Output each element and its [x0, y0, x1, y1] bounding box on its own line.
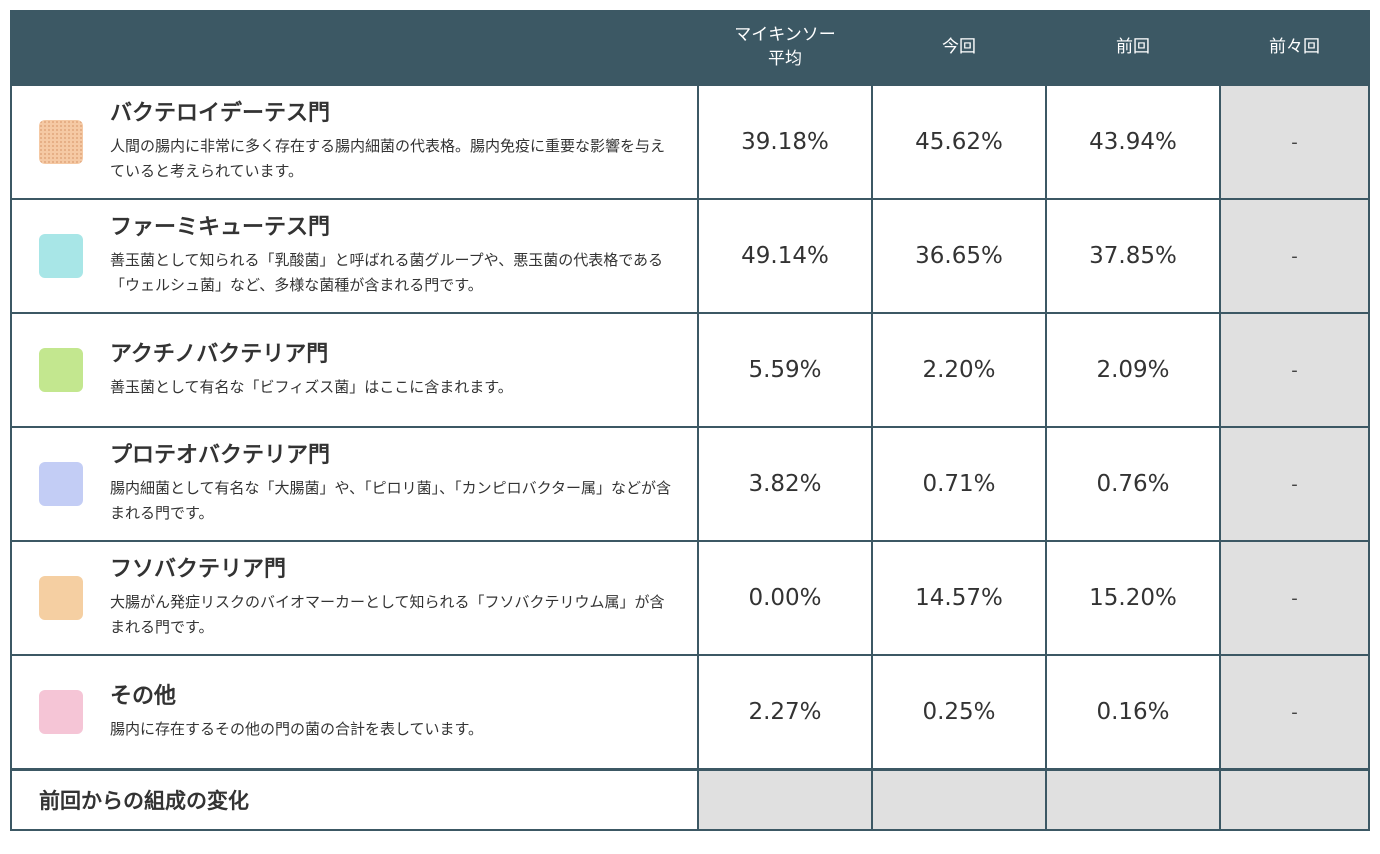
- previous-value: 2.09%: [1045, 312, 1221, 428]
- color-swatch: [39, 462, 83, 506]
- color-swatch: [39, 234, 83, 278]
- current-value: 0.71%: [871, 426, 1047, 542]
- previous-value: 0.16%: [1045, 654, 1221, 771]
- phylum-name: プロテオバクテリア門: [110, 443, 331, 468]
- average-value: 49.14%: [697, 198, 873, 314]
- header-before-previous: 前々回: [1219, 10, 1370, 85]
- before-previous-value: -: [1219, 84, 1370, 200]
- phylum-composition-table: マイキンソー 平均 今回 前回 前々回 バクテロイデーテス門人間の腸内に非常に多…: [10, 10, 1370, 831]
- current-value: 2.20%: [871, 312, 1047, 428]
- header-average: マイキンソー 平均: [697, 10, 873, 85]
- table-header: マイキンソー 平均 今回 前回 前々回: [10, 10, 1370, 85]
- phylum-name-block: フソバクテリア門大腸がん発症リスクのバイオマーカーとして知られる「フソバクテリウ…: [12, 542, 697, 654]
- before-previous-value: -: [1219, 312, 1370, 428]
- footer-previous-cell: [1045, 768, 1221, 831]
- phylum-description: 善玉菌として有名な「ビフィズス菌」はここに含まれます。: [110, 377, 513, 396]
- phylum-text: プロテオバクテリア門腸内細菌として有名な「大腸菌」や、「ピロリ菌」、「カンピロバ…: [110, 442, 697, 526]
- current-value: 45.62%: [871, 84, 1047, 200]
- before-previous-value: -: [1219, 426, 1370, 542]
- footer-label-cell: 前回からの組成の変化: [10, 768, 699, 831]
- phylum-name-cell: アクチノバクテリア門善玉菌として有名な「ビフィズス菌」はここに含まれます。: [10, 312, 699, 428]
- phylum-name-block: バクテロイデーテス門人間の腸内に非常に多く存在する腸内細菌の代表格。腸内免疫に重…: [12, 86, 697, 198]
- average-value: 5.59%: [697, 312, 873, 428]
- footer-row: 前回からの組成の変化: [10, 768, 1370, 831]
- previous-value: 15.20%: [1045, 540, 1221, 656]
- phylum-name: アクチノバクテリア門: [110, 341, 329, 367]
- table-row: アクチノバクテリア門 善玉菌として有名な「ビフィズス菌」はここに含まれます。 5.5…: [10, 312, 1370, 428]
- phylum-name-cell: その他腸内に存在するその他の門の菌の合計を表しています。: [10, 654, 699, 771]
- before-previous-value: -: [1219, 198, 1370, 314]
- header-name: [10, 10, 699, 85]
- phylum-description: 大腸がん発症リスクのバイオマーカーとして知られる「フソバクテリウム属」が含まれる…: [110, 593, 665, 636]
- previous-value: 43.94%: [1045, 84, 1221, 200]
- composition-table-container: マイキンソー 平均 今回 前回 前々回 バクテロイデーテス門人間の腸内に非常に多…: [10, 10, 1370, 831]
- table-row: ファーミキューテス門善玉菌として知られる「乳酸菌」と呼ばれる菌グループや、悪玉菌…: [10, 198, 1370, 314]
- header-row: マイキンソー 平均 今回 前回 前々回: [10, 10, 1370, 85]
- average-value: 39.18%: [697, 84, 873, 200]
- average-value: 3.82%: [697, 426, 873, 542]
- footer-average-cell: [697, 768, 873, 831]
- header-current: 今回: [871, 10, 1047, 85]
- before-previous-value: -: [1219, 654, 1370, 771]
- phylum-text: その他腸内に存在するその他の門の菌の合計を表しています。: [110, 683, 697, 742]
- phylum-name: フソバクテリア門: [110, 557, 287, 582]
- phylum-text: アクチノバクテリア門善玉菌として有名な「ビフィズス菌」はここに含まれます。: [110, 341, 697, 400]
- header-average-line2: 平均: [768, 49, 802, 69]
- header-previous: 前回: [1045, 10, 1221, 85]
- phylum-name-block: プロテオバクテリア門腸内細菌として有名な「大腸菌」や、「ピロリ菌」、「カンピロバ…: [12, 428, 697, 540]
- phylum-name-block: その他腸内に存在するその他の門の菌の合計を表しています。: [12, 656, 697, 768]
- table-row: バクテロイデーテス門人間の腸内に非常に多く存在する腸内細菌の代表格。腸内免疫に重…: [10, 84, 1370, 200]
- phylum-description: 腸内に存在するその他の門の菌の合計を表しています。: [110, 719, 484, 738]
- footer-before-previous-cell: [1219, 768, 1370, 831]
- average-value: 0.00%: [697, 540, 873, 656]
- phylum-name-block: ファーミキューテス門善玉菌として知られる「乳酸菌」と呼ばれる菌グループや、悪玉菌…: [12, 200, 697, 312]
- before-previous-value: -: [1219, 540, 1370, 656]
- phylum-description: 人間の腸内に非常に多く存在する腸内細菌の代表格。腸内免疫に重要な影響を与えている…: [110, 137, 666, 180]
- phylum-name-cell: ファーミキューテス門善玉菌として知られる「乳酸菌」と呼ばれる菌グループや、悪玉菌…: [10, 198, 699, 314]
- phylum-description: 善玉菌として知られる「乳酸菌」と呼ばれる菌グループや、悪玉菌の代表格である「ウェ…: [110, 251, 664, 294]
- phylum-name: バクテロイデーテス門: [110, 101, 331, 126]
- phylum-name: その他: [110, 683, 177, 709]
- phylum-name-cell: バクテロイデーテス門人間の腸内に非常に多く存在する腸内細菌の代表格。腸内免疫に重…: [10, 84, 699, 200]
- average-value: 2.27%: [697, 654, 873, 771]
- current-value: 0.25%: [871, 654, 1047, 771]
- phylum-name-block: アクチノバクテリア門善玉菌として有名な「ビフィズス菌」はここに含まれます。: [12, 314, 697, 426]
- current-value: 14.57%: [871, 540, 1047, 656]
- color-swatch: [39, 576, 83, 620]
- phylum-name-cell: フソバクテリア門大腸がん発症リスクのバイオマーカーとして知られる「フソバクテリウ…: [10, 540, 699, 656]
- phylum-text: ファーミキューテス門善玉菌として知られる「乳酸菌」と呼ばれる菌グループや、悪玉菌…: [110, 214, 697, 298]
- phylum-text: バクテロイデーテス門人間の腸内に非常に多く存在する腸内細菌の代表格。腸内免疫に重…: [110, 100, 697, 184]
- color-swatch: [39, 120, 83, 164]
- current-value: 36.65%: [871, 198, 1047, 314]
- table-row: その他 腸内に存在するその他の門の菌の合計を表しています。 2.27% 0.25% 0.…: [10, 654, 1370, 771]
- previous-value: 37.85%: [1045, 198, 1221, 314]
- color-swatch: [39, 690, 83, 734]
- phylum-name: ファーミキューテス門: [110, 215, 331, 240]
- table-row: フソバクテリア門大腸がん発症リスクのバイオマーカーとして知られる「フソバクテリウ…: [10, 540, 1370, 656]
- phylum-name-cell: プロテオバクテリア門腸内細菌として有名な「大腸菌」や、「ピロリ菌」、「カンピロバ…: [10, 426, 699, 542]
- table-row: プロテオバクテリア門腸内細菌として有名な「大腸菌」や、「ピロリ菌」、「カンピロバ…: [10, 426, 1370, 542]
- footer-label: 前回からの組成の変化: [39, 789, 249, 813]
- header-average-line1: マイキンソー: [734, 25, 836, 45]
- color-swatch: [39, 348, 83, 392]
- phylum-text: フソバクテリア門大腸がん発症リスクのバイオマーカーとして知られる「フソバクテリウ…: [110, 556, 697, 640]
- previous-value: 0.76%: [1045, 426, 1221, 542]
- table-body: バクテロイデーテス門人間の腸内に非常に多く存在する腸内細菌の代表格。腸内免疫に重…: [10, 84, 1370, 831]
- footer-current-cell: [871, 768, 1047, 831]
- phylum-description: 腸内細菌として有名な「大腸菌」や、「ピロリ菌」、「カンピロバクター属」などが含ま…: [110, 479, 672, 522]
